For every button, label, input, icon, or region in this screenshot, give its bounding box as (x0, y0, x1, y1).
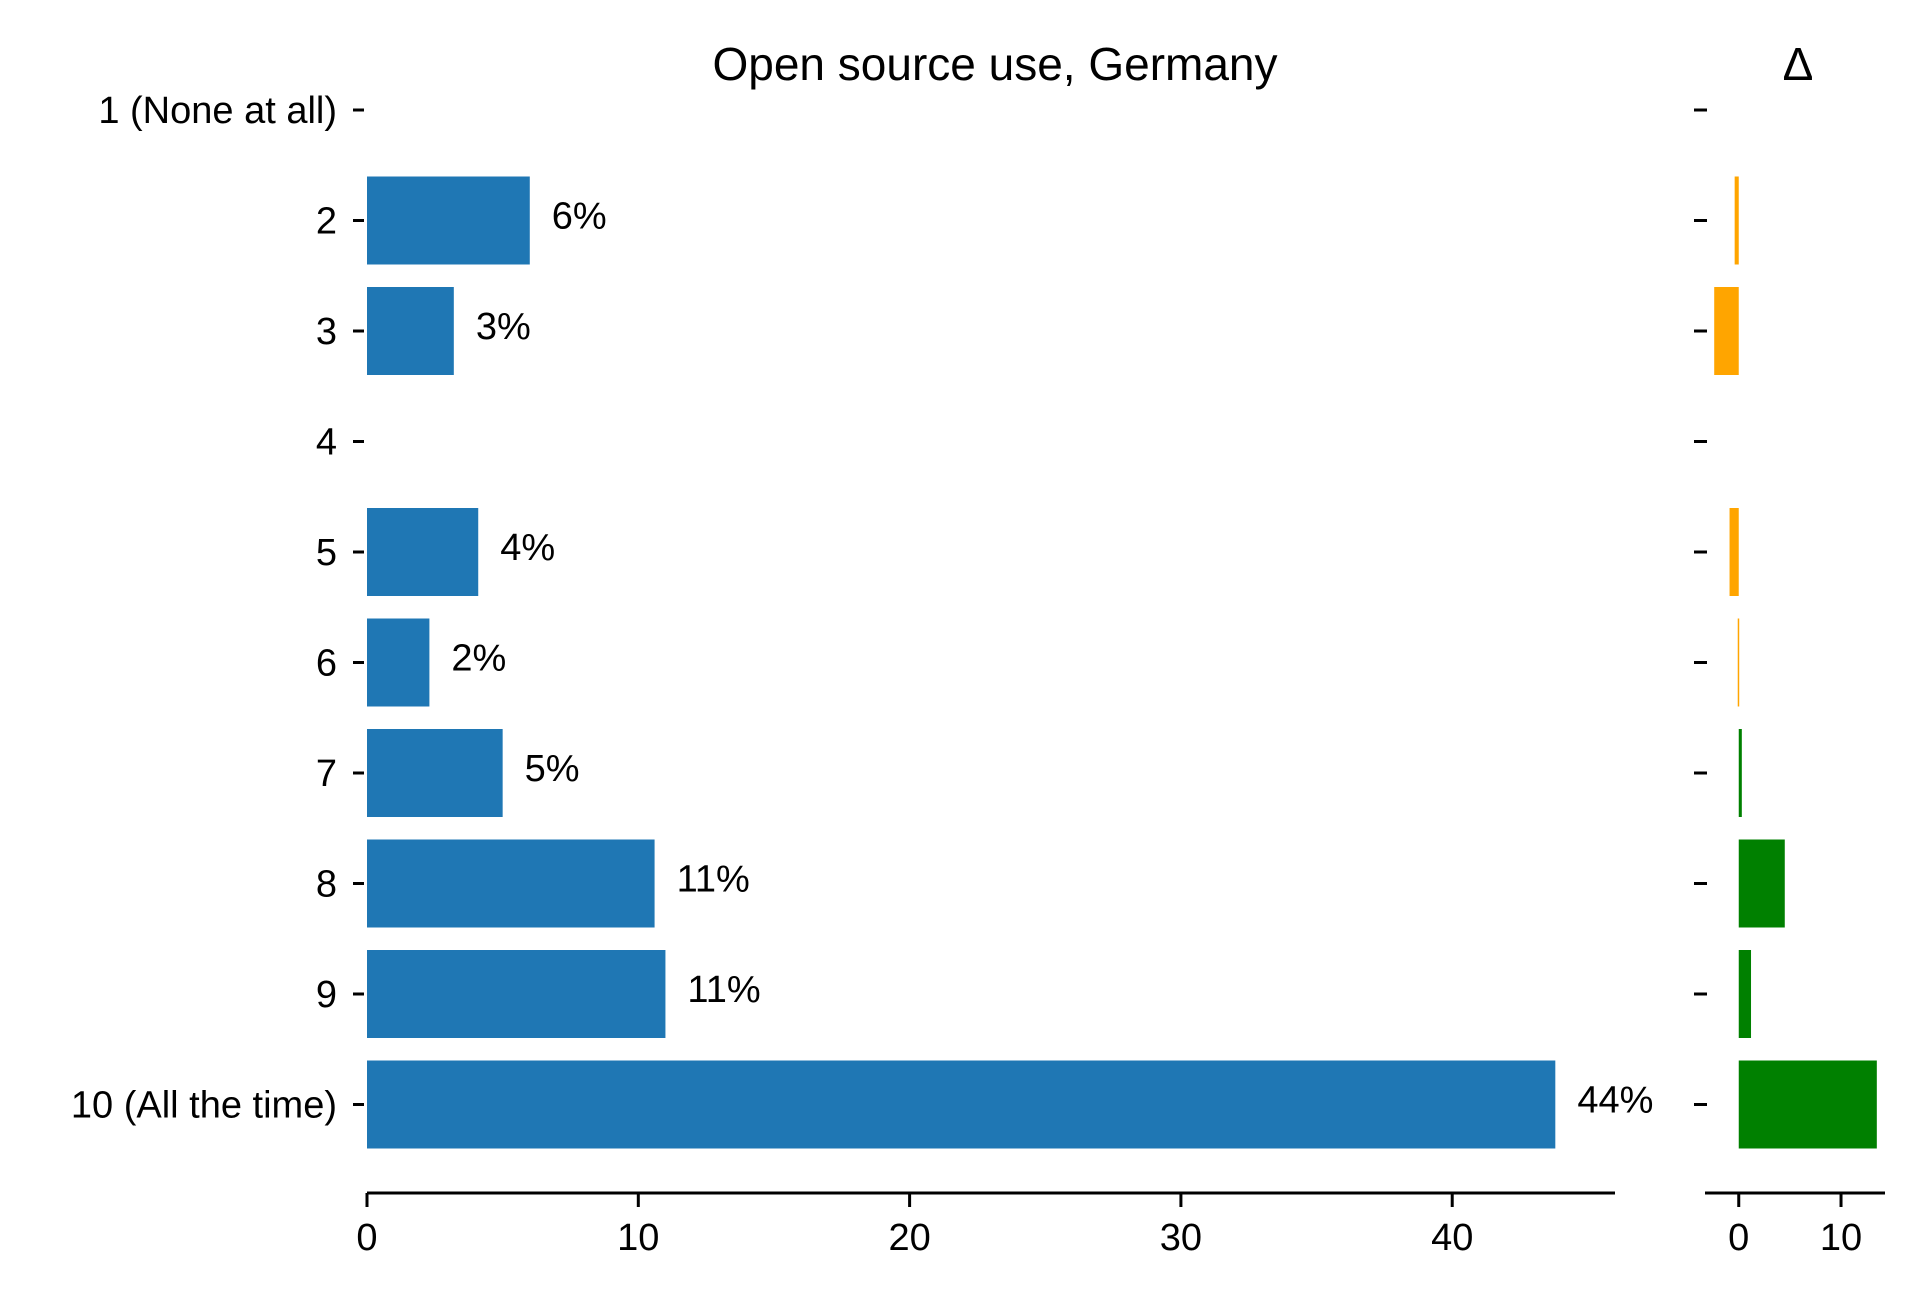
delta-bar (1738, 1060, 1877, 1149)
main-x-tick-label: 10 (617, 1217, 659, 1259)
main-x-tick-label: 40 (1431, 1217, 1473, 1259)
bar-value-label: 4% (500, 527, 555, 569)
category-label: 5 (316, 532, 337, 574)
delta-bar-plot: 0 10 (1694, 108, 1885, 1259)
delta-bar (1737, 618, 1740, 707)
delta-bar (1729, 508, 1739, 596)
category-label: 10 (All the time) (71, 1085, 337, 1127)
bar-value-label: 5% (525, 748, 580, 790)
main-bar (367, 1060, 1556, 1149)
main-x-tick-label: 20 (888, 1217, 930, 1259)
main-x-tick-label: 30 (1160, 1217, 1202, 1259)
bar-value-label: 6% (552, 196, 607, 238)
chart-title: Open source use, Germany (712, 38, 1277, 90)
main-bar (367, 839, 655, 928)
delta-bar (1738, 950, 1752, 1038)
main-bar (367, 618, 430, 707)
delta-bar (1738, 839, 1785, 928)
delta-bar (1738, 729, 1742, 817)
main-bar (367, 176, 530, 265)
main-bar (367, 729, 503, 817)
main-bar (367, 950, 666, 1038)
bar-value-label: 11% (687, 969, 760, 1011)
main-bar (367, 508, 479, 596)
category-label: 4 (316, 422, 337, 464)
category-label: 1 (None at all) (98, 90, 337, 132)
delta-x-tick-label: 10 (1820, 1217, 1862, 1259)
delta-chart-title: Δ (1783, 38, 1814, 90)
delta-bar (1714, 287, 1739, 375)
delta-bar (1734, 176, 1739, 265)
main-bar (367, 287, 454, 375)
category-label: 6 (316, 643, 337, 685)
category-label: 2 (316, 201, 337, 243)
bar-value-label: 44% (1577, 1080, 1653, 1122)
category-label: 9 (316, 974, 337, 1016)
main-x-tick-label: 0 (356, 1217, 377, 1259)
bar-value-label: 11% (677, 859, 750, 901)
delta-x-tick-label: 0 (1728, 1217, 1749, 1259)
category-label: 3 (316, 311, 337, 353)
main-bar-plot: 1 (None at all) 2 6% 3 3% 4 5 4% 6 2% 7 5% 8 11% 9 11% 1… (71, 90, 1653, 1259)
bar-value-label: 2% (451, 638, 506, 680)
bar-value-label: 3% (476, 306, 531, 348)
category-label: 8 (316, 864, 337, 906)
category-label: 7 (316, 753, 337, 795)
